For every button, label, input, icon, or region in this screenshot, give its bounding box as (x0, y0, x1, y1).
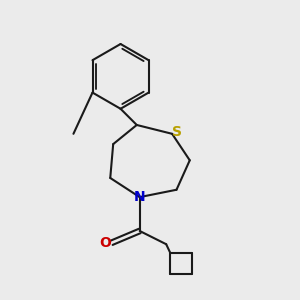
Text: N: N (134, 190, 146, 204)
Text: S: S (172, 125, 182, 139)
Text: O: O (99, 236, 111, 250)
